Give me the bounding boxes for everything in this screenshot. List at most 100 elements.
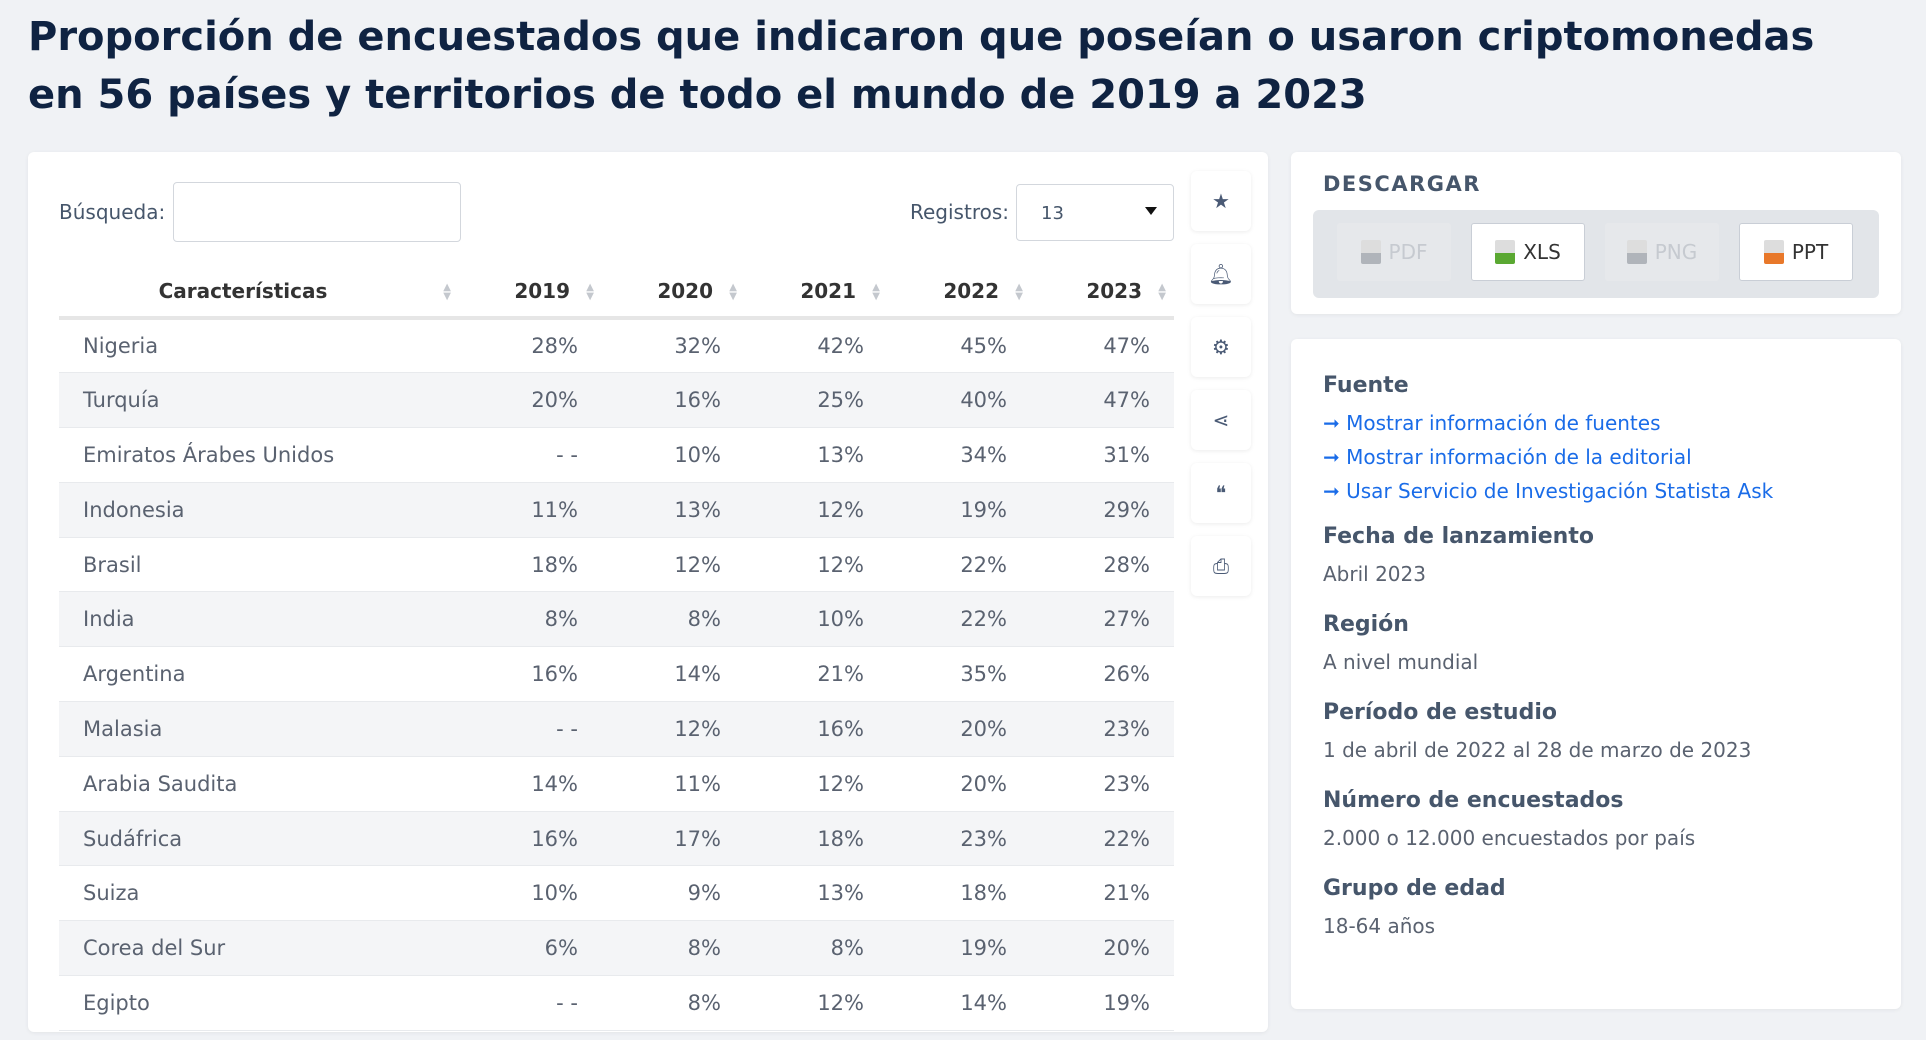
quote-button[interactable]: ❝ [1191,463,1251,523]
search-label: Búsqueda: [59,200,166,224]
value-cell: 8% [602,591,745,648]
header-label: 2022 [943,279,999,303]
data-table: Características ▲ ▼ 2019 ▲ ▼ 2020 ▲ ▼ 2021 ▲ ▼ 2022 ▲… [59,266,1174,1031]
arrow-right-icon: ➞ [1323,479,1347,503]
value-cell: 21% [1031,865,1174,922]
download-bar: PDF XLS PNG PPT [1313,210,1879,298]
gear-button[interactable]: ⚙ [1191,317,1251,377]
country-cell: Argentina [59,646,459,703]
value-cell: 12% [745,482,888,538]
value-cell: 16% [459,646,602,703]
country-cell: Brasil [59,537,459,593]
table-row: Brasil 18% 12% 12% 22% 28% [59,537,1174,593]
value-cell: 34% [888,427,1031,483]
bell-button[interactable]: 🔔︎ [1191,244,1251,304]
value-cell: 17% [602,811,745,867]
column-header[interactable]: Características ▲ ▼ [59,266,459,320]
info-field-value: A nivel mundial [1323,650,1479,674]
value-cell: 20% [888,756,1031,812]
info-field-label: Número de encuestados [1323,788,1624,813]
share-icon: ⋖ [1212,408,1230,432]
value-cell: 18% [459,537,602,593]
value-cell: 16% [745,701,888,757]
sort-icon: ▲ ▼ [1015,282,1023,302]
print-icon: ⎙ [1213,554,1229,578]
value-cell: 8% [602,975,745,1031]
ppt-file-icon [1763,240,1784,264]
xls-file-icon [1495,240,1516,264]
column-header[interactable]: 2020 ▲ ▼ [602,266,745,320]
value-cell: 18% [888,865,1031,922]
records-label: Registros: [910,200,1009,224]
info-field-value: 1 de abril de 2022 al 28 de marzo de 202… [1323,738,1752,762]
download-ppt-button[interactable]: PPT [1739,223,1853,281]
arrow-right-icon: ➞ [1323,445,1347,469]
download-label: PDF [1388,240,1428,264]
print-button[interactable]: ⎙ [1191,536,1251,596]
column-header[interactable]: 2019 ▲ ▼ [459,266,602,320]
table-row: Arabia Saudita 14% 11% 12% 20% 23% [59,756,1174,812]
value-cell: 47% [1031,372,1174,429]
value-cell: 16% [602,372,745,429]
value-cell: 23% [888,811,1031,867]
value-cell: 13% [745,865,888,922]
value-cell: 14% [888,975,1031,1031]
download-pdf-button[interactable]: PDF [1337,223,1451,281]
value-cell: 14% [602,646,745,703]
value-cell: 10% [602,427,745,483]
table-row: Argentina 16% 14% 21% 35% 26% [59,646,1174,703]
value-cell: 19% [888,482,1031,538]
info-link[interactable]: ➞ Usar Servicio de Investigación Statist… [1323,479,1773,503]
search-input[interactable] [173,182,461,242]
records-select[interactable]: 13 [1016,184,1174,241]
bell-icon: 🔔︎ [1208,262,1234,286]
value-cell: 6% [459,920,602,977]
column-header[interactable]: 2021 ▲ ▼ [745,266,888,320]
value-cell: 16% [459,811,602,867]
value-cell: 25% [745,372,888,429]
header-label: 2021 [800,279,856,303]
star-button[interactable]: ★ [1191,171,1251,231]
value-cell: 19% [1031,975,1174,1031]
value-cell: 23% [1031,756,1174,812]
value-cell: 20% [459,372,602,429]
share-button[interactable]: ⋖ [1191,390,1251,450]
value-cell: 8% [459,591,602,648]
value-cell: 21% [745,646,888,703]
column-header[interactable]: 2023 ▲ ▼ [1031,266,1174,320]
download-xls-button[interactable]: XLS [1471,223,1585,281]
header-label: Características [158,279,328,303]
value-cell: 13% [602,482,745,538]
value-cell: 29% [1031,482,1174,538]
value-cell: 47% [1031,318,1174,374]
gear-icon: ⚙ [1212,335,1230,359]
value-cell: - - [459,427,602,483]
records-value: 13 [1041,203,1064,224]
value-cell: 22% [888,591,1031,648]
country-cell: India [59,591,459,648]
table-row: Indonesia 11% 13% 12% 19% 29% [59,482,1174,538]
value-cell: 10% [745,591,888,648]
value-cell: 32% [602,318,745,374]
download-png-button[interactable]: PNG [1605,223,1719,281]
caret-down-icon [1145,207,1157,215]
value-cell: 11% [459,482,602,538]
column-header[interactable]: 2022 ▲ ▼ [888,266,1031,320]
header-label: 2020 [657,279,713,303]
table-row: Sudáfrica 16% 17% 18% 23% 22% [59,811,1174,867]
country-cell: Corea del Sur [59,920,459,977]
country-cell: Egipto [59,975,459,1031]
header-label: 2019 [514,279,570,303]
arrow-right-icon: ➞ [1323,411,1347,435]
info-field-value: Abril 2023 [1323,562,1426,586]
info-link[interactable]: ➞ Mostrar información de la editorial [1323,445,1692,469]
value-cell: 20% [1031,920,1174,977]
sort-icon: ▲ ▼ [729,282,737,302]
table-row: Egipto - -8% 12% 14% 19% [59,975,1174,1031]
info-link[interactable]: ➞ Mostrar información de fuentes [1323,411,1661,435]
table-row: Nigeria 28% 32% 42% 45% 47% [59,318,1174,374]
quote-icon: ❝ [1215,481,1227,505]
value-cell: 10% [459,865,602,922]
value-cell: 20% [888,701,1031,757]
value-cell: 26% [1031,646,1174,703]
